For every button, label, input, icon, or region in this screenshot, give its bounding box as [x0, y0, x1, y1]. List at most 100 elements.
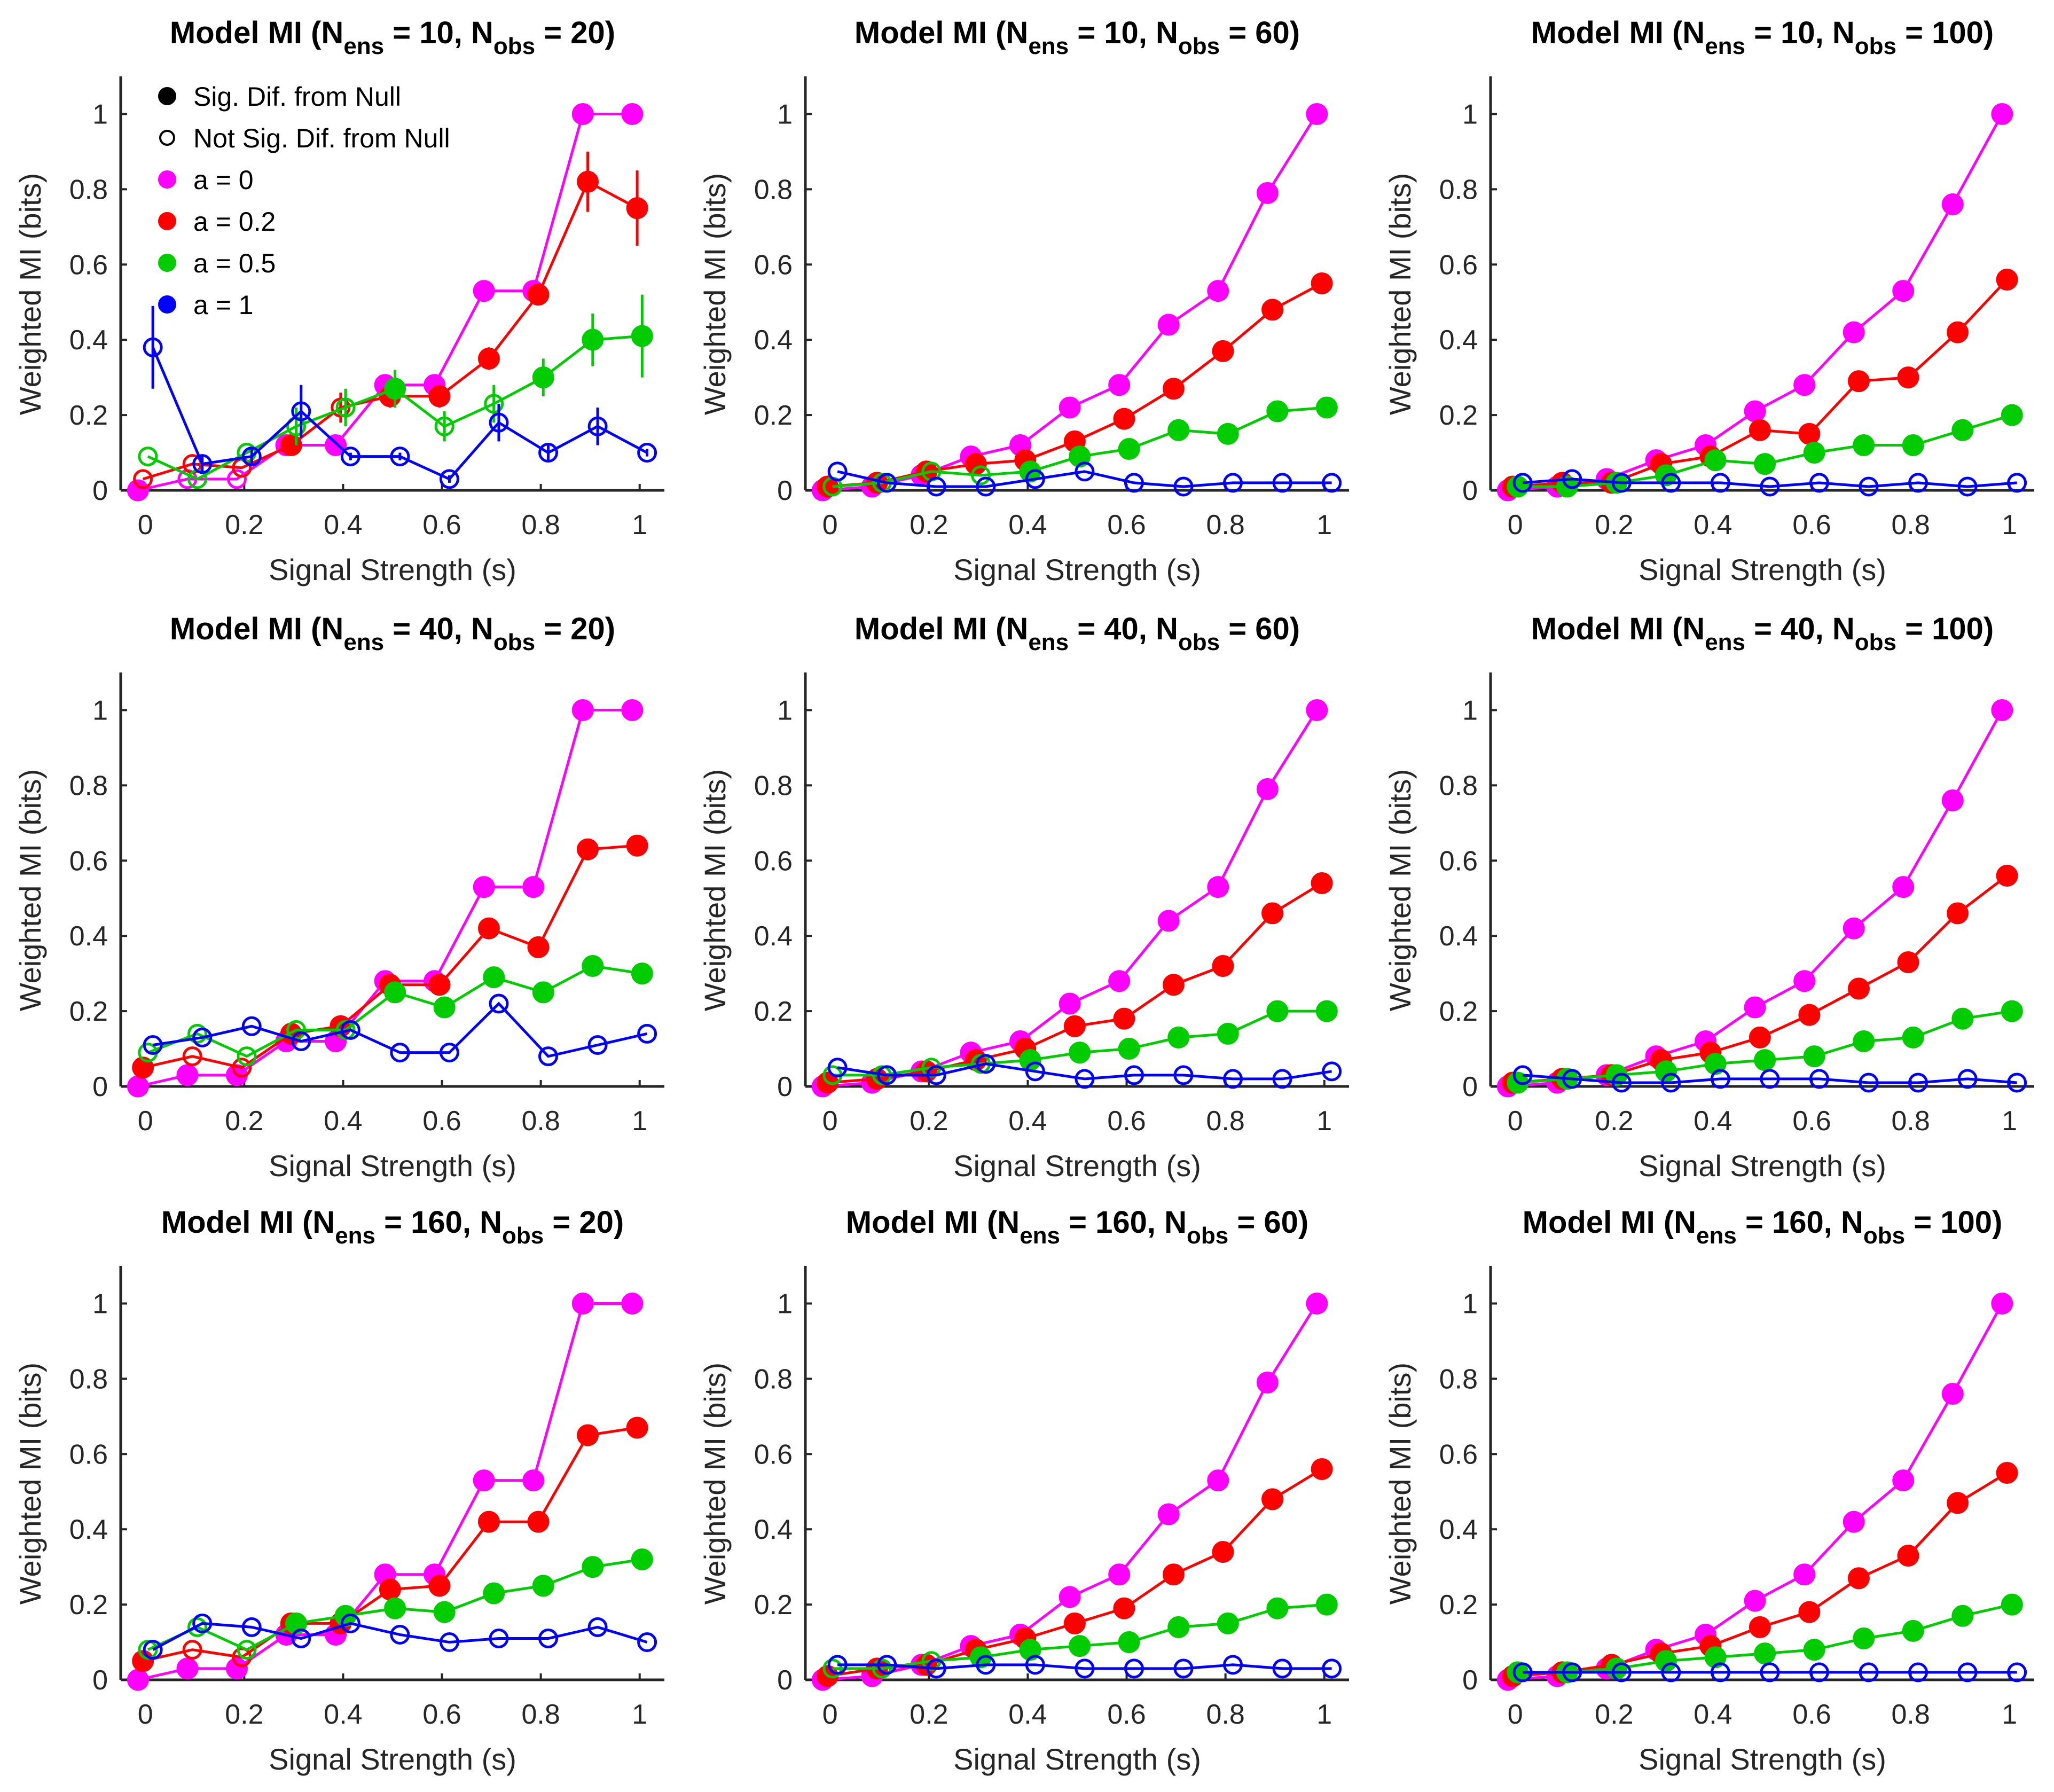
x-tick-label: 1 [2002, 1106, 2017, 1137]
data-point-significant [1207, 1469, 1229, 1492]
legend-label: a = 0 [193, 165, 254, 195]
data-point-significant [1941, 1383, 1964, 1405]
x-tick-label: 0.8 [521, 510, 560, 541]
data-point-significant [915, 1060, 938, 1083]
data-point-significant [428, 1575, 451, 1597]
data-point-significant [1167, 1616, 1190, 1638]
data-point-significant [473, 876, 495, 898]
y-tick-label: 0.4 [1439, 921, 1478, 952]
title-text: , N [1815, 15, 1855, 50]
y-tick-label: 0.6 [754, 249, 793, 280]
series-a-0 [811, 699, 1328, 1098]
data-point-significant [1853, 1030, 1875, 1052]
data-point-not-significant [971, 465, 991, 486]
data-point-not-significant [1173, 1065, 1194, 1085]
title-value: 20 [570, 15, 605, 50]
data-point-not-significant [1661, 473, 1681, 493]
data-point-significant [1069, 1635, 1091, 1657]
x-axis-label: Signal Strength (s) [1639, 1742, 1886, 1776]
data-point-not-significant [1124, 473, 1144, 493]
data-point-significant [428, 974, 451, 996]
data-point-significant [384, 1597, 406, 1619]
title-subscript: ens [1028, 33, 1069, 59]
x-tick-label: 0.8 [1891, 1106, 1930, 1137]
data-point-significant [1754, 1049, 1776, 1071]
data-point-not-significant [489, 1629, 509, 1648]
title-value: 160 [411, 1205, 462, 1240]
data-point-significant [1108, 1563, 1131, 1586]
data-point-significant [1847, 977, 1870, 1000]
panel-title: Model MI (Nens = 40, Nobs = 60) [854, 612, 1300, 655]
data-point-significant [1843, 321, 1865, 343]
data-point-significant [582, 955, 604, 977]
series-a-0-5 [138, 294, 653, 489]
title-value: Model MI (N [161, 1205, 335, 1240]
y-tick-label: 0.2 [754, 996, 793, 1027]
x-tick-label: 0 [822, 510, 838, 541]
data-point-significant [280, 434, 302, 456]
x-tick-label: 0.2 [1595, 510, 1633, 541]
title-text: = [1069, 15, 1104, 50]
data-point-not-significant [1661, 1662, 1681, 1683]
data-point-significant [1108, 970, 1131, 992]
x-axis-label: Signal Strength (s) [1639, 1149, 1886, 1183]
data-point-not-significant [872, 1658, 892, 1679]
data-point-significant [1897, 366, 1919, 389]
x-tick-label: 0 [138, 1699, 153, 1730]
series-a-1 [827, 1054, 1342, 1089]
data-point-not-significant [390, 1624, 410, 1645]
title-text: , N [1147, 1205, 1187, 1240]
data-point-significant [127, 1669, 149, 1691]
data-point-significant [1793, 374, 1816, 396]
series-line [837, 1062, 1332, 1081]
data-point-not-significant [1562, 469, 1582, 489]
title-subscript: obs [493, 629, 535, 655]
panel-5: Model MI (Nens = 40, Nobs = 60) 0 0.2 0.4 0.… [698, 612, 1349, 1183]
y-axis-label: Weighted MI (bits) [13, 173, 47, 415]
x-tick-label: 0 [822, 1106, 838, 1137]
data-point-significant [1315, 1593, 1338, 1616]
data-point-not-significant [877, 1065, 897, 1085]
data-point-significant [2001, 1000, 2023, 1022]
data-point-significant [577, 170, 599, 193]
data-point-significant [127, 479, 149, 502]
data-point-not-significant [1025, 469, 1045, 489]
data-point-not-significant [1908, 1073, 1928, 1093]
x-tick-label: 0.6 [1107, 1106, 1146, 1137]
y-tick-label: 0 [92, 1665, 108, 1696]
data-point-significant [1754, 1642, 1776, 1665]
y-tick-label: 0.4 [1439, 325, 1478, 356]
title-subscript: obs [1855, 33, 1896, 59]
data-point-significant [433, 1601, 456, 1623]
title-value: Model MI (N [846, 1205, 1020, 1240]
y-tick-label: 0.8 [754, 1364, 793, 1395]
data-point-significant [1947, 1492, 1969, 1514]
title-value: Model MI (N [854, 612, 1028, 646]
data-point-significant [1207, 280, 1229, 302]
data-point-significant [1261, 299, 1284, 321]
title-subscript: obs [1178, 629, 1220, 655]
data-point-significant [1212, 1540, 1234, 1563]
data-point-significant [1306, 699, 1328, 721]
data-point-significant [1108, 374, 1131, 396]
data-point-not-significant [291, 401, 311, 421]
title-value: 100 [1932, 612, 1984, 646]
data-point-not-significant [2007, 1662, 2027, 1683]
y-axis-label: Weighted MI (bits) [1383, 1363, 1417, 1605]
data-point-not-significant [587, 1035, 608, 1055]
data-point-not-significant [976, 476, 996, 497]
title-subscript: obs [493, 33, 535, 59]
data-point-significant [2001, 404, 2023, 426]
x-tick-label: 0 [138, 1106, 153, 1137]
data-point-significant [379, 1578, 401, 1601]
data-point-significant [1157, 910, 1180, 932]
data-point-significant [428, 385, 451, 408]
x-tick-label: 0.6 [1792, 1106, 1831, 1137]
title-text: = [384, 15, 419, 50]
x-tick-label: 0.6 [422, 510, 461, 541]
title-subscript: obs [1178, 33, 1220, 59]
data-point-significant [1798, 1004, 1821, 1026]
panel-6: Model MI (Nens = 40, Nobs = 100) 0 0.2 0.4 0… [1383, 612, 2034, 1183]
y-tick-label: 0.4 [69, 921, 108, 952]
x-tick-label: 0.4 [1008, 1106, 1047, 1137]
